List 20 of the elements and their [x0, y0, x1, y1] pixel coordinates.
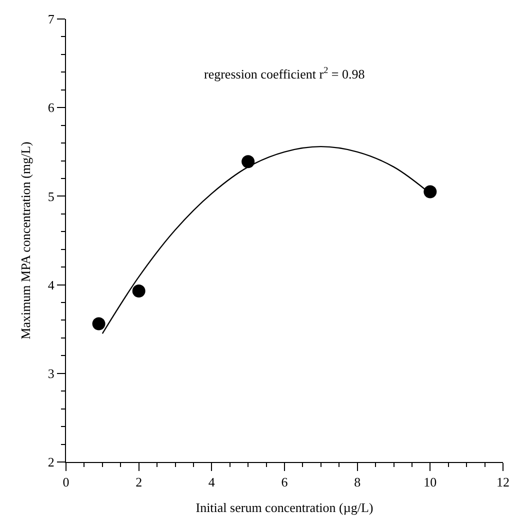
- y-tick-label: 6: [48, 100, 55, 116]
- x-tick-label: 8: [354, 474, 361, 490]
- y-tick-label: 7: [48, 12, 55, 27]
- y-tick-label: 2: [48, 454, 54, 470]
- y-tick-label: 5: [48, 188, 54, 204]
- x-tick-label: 6: [281, 474, 288, 490]
- x-tick-label: 12: [496, 474, 510, 490]
- point: [242, 155, 255, 168]
- point: [132, 284, 146, 298]
- y-axis-title: Maximum MPA concentration (mg/L): [18, 142, 33, 340]
- annotation: regression coefficient r$^{2}$ = 0.98: [204, 65, 365, 82]
- point: [424, 185, 437, 198]
- x-tick-label: 2: [136, 474, 142, 490]
- y-tick-label: 4: [48, 277, 55, 292]
- x-tick-label: 10: [424, 474, 437, 490]
- x-axis-title: Initial serum concentration (µg/L): [196, 500, 374, 516]
- x-tick-label: 0: [62, 474, 70, 490]
- x-tick-label: 4: [208, 474, 216, 490]
- point: [92, 317, 106, 330]
- y-tick-label: 3: [48, 366, 54, 381]
